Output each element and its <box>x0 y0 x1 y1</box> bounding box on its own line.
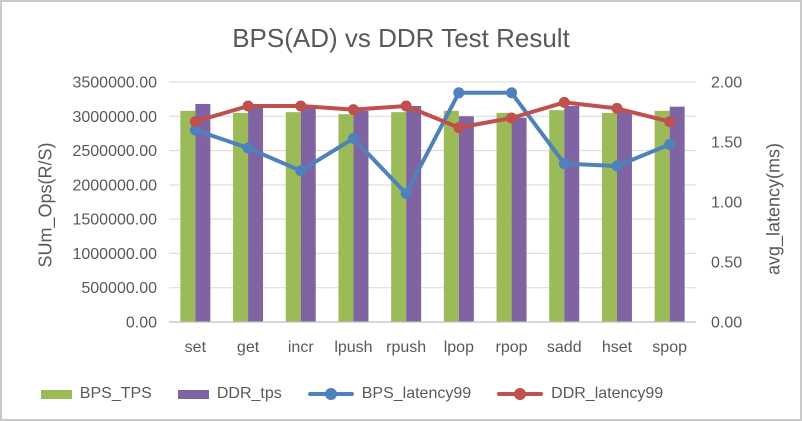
y-axis-tick-left: 0.00 <box>126 315 157 332</box>
bar-DDR_tps-rpush <box>406 106 422 322</box>
marker-BPS_latency99-set <box>189 124 201 136</box>
legend-line-swatch-icon <box>307 388 354 400</box>
marker-DDR_latency99-lpush <box>347 104 359 116</box>
legend: BPS_TPS DDR_tps BPS_latency99 DDR_latenc… <box>2 385 702 403</box>
bar-DDR_tps-lpop <box>458 116 474 323</box>
bar-BPS_TPS-get <box>233 112 249 322</box>
bar-BPS_TPS-hset <box>601 112 617 322</box>
x-axis-label-lpop: lpop <box>444 339 474 356</box>
bar-BPS_TPS-rpush <box>391 112 407 323</box>
bar-DDR_tps-hset <box>616 110 632 322</box>
y-axis-tick-right: 1.00 <box>711 195 742 212</box>
y-axis-tick-left: 2000000.00 <box>72 177 157 194</box>
y-axis-tick-left: 3500000.00 <box>72 75 157 92</box>
bar-DDR_tps-spop <box>669 106 685 322</box>
bar-BPS_TPS-rpop <box>496 112 512 322</box>
legend-item-bps-latency99: BPS_latency99 <box>307 385 472 403</box>
marker-DDR_latency99-incr <box>295 100 307 112</box>
y-axis-tick-left: 500000.00 <box>81 280 157 297</box>
x-axis-label-sadd: sadd <box>547 339 582 356</box>
marker-DDR_latency99-set <box>189 116 201 128</box>
marker-BPS_latency99-lpop <box>453 87 465 99</box>
marker-DDR_latency99-rpop <box>506 112 518 124</box>
bar-BPS_TPS-spop <box>654 110 670 322</box>
bar-BPS_TPS-set <box>180 110 196 322</box>
y-axis-tick-left: 1500000.00 <box>72 212 157 229</box>
marker-DDR_latency99-hset <box>611 102 623 114</box>
left-axis-title: SUm_Ops(R/S) <box>35 142 56 268</box>
marker-BPS_latency99-lpush <box>347 132 359 144</box>
bar-BPS_TPS-lpop <box>443 110 459 322</box>
legend-bar-swatch-icon <box>177 389 209 399</box>
marker-DDR_latency99-get <box>242 100 254 112</box>
bar-DDR_tps-set <box>195 103 211 322</box>
marker-BPS_latency99-sadd <box>558 158 570 170</box>
bar-DDR_tps-lpush <box>353 110 369 322</box>
legend-label: DDR_tps <box>216 385 282 402</box>
chart-title: BPS(AD) vs DDR Test Result <box>232 23 570 53</box>
y-axis-tick-right: 1.50 <box>711 135 742 152</box>
bar-DDR_tps-get <box>248 106 264 322</box>
x-axis-label-get: get <box>237 339 260 356</box>
legend-item-ddr-tps: DDR_tps <box>177 385 282 403</box>
x-axis-label-set: set <box>185 339 207 356</box>
marker-BPS_latency99-rpop <box>506 87 518 99</box>
legend-line-marker-icon <box>514 388 527 400</box>
marker-DDR_latency99-rpush <box>400 100 412 112</box>
x-axis-label-rpop: rpop <box>496 339 528 356</box>
y-axis-tick-left: 1000000.00 <box>72 246 157 263</box>
bar-BPS_TPS-sadd <box>549 110 565 322</box>
line-BPS_latency99 <box>193 90 672 196</box>
marker-BPS_latency99-spop <box>664 138 676 150</box>
legend-item-bps-tps: BPS_TPS <box>40 385 152 403</box>
marker-BPS_latency99-get <box>242 142 254 154</box>
y-axis-tick-right: 0.50 <box>711 255 742 272</box>
legend-label: BPS_latency99 <box>361 385 472 402</box>
y-axis-tick-left: 3000000.00 <box>72 109 157 126</box>
marker-DDR_latency99-lpop <box>453 122 465 134</box>
marker-DDR_latency99-sadd <box>558 96 570 108</box>
bar-BPS_TPS-lpush <box>338 114 354 322</box>
x-axis-label-rpush: rpush <box>386 339 426 356</box>
y-axis-tick-left: 2500000.00 <box>72 143 157 160</box>
x-axis-label-incr: incr <box>288 339 314 356</box>
bar-DDR_tps-incr <box>300 106 316 322</box>
legend-bar-swatch-icon <box>40 389 72 399</box>
y-axis-tick-right: 2.00 <box>711 75 742 92</box>
legend-item-ddr-latency99: DDR_latency99 <box>497 385 663 403</box>
bar-BPS_TPS-incr <box>285 112 301 323</box>
legend-label: BPS_TPS <box>79 385 152 402</box>
legend-line-marker-icon <box>324 388 337 400</box>
legend-label: DDR_latency99 <box>551 385 664 402</box>
marker-BPS_latency99-hset <box>611 160 623 172</box>
x-axis-label-spop: spop <box>652 339 687 356</box>
marker-BPS_latency99-rpush <box>400 188 412 200</box>
line-DDR_latency99 <box>193 100 672 130</box>
bar-DDR_tps-sadd <box>564 106 580 322</box>
marker-BPS_latency99-incr <box>295 165 307 177</box>
x-axis-label-hset: hset <box>602 339 633 356</box>
y-axis-tick-right: 0.00 <box>711 315 742 332</box>
legend-line-swatch-icon <box>497 388 544 400</box>
marker-DDR_latency99-spop <box>664 116 676 128</box>
bar-DDR_tps-rpop <box>511 117 527 323</box>
x-axis-label-lpush: lpush <box>334 339 372 356</box>
right-axis-title: avg_latency(ms) <box>763 142 784 276</box>
